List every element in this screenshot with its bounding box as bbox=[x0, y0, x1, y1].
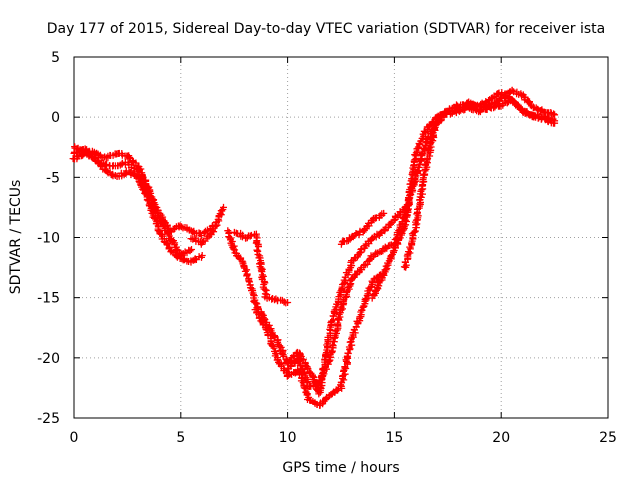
x-tick-label: 20 bbox=[492, 430, 510, 446]
y-tick-label: 5 bbox=[51, 50, 60, 66]
series-track-7 bbox=[251, 270, 388, 409]
data-points bbox=[187, 203, 227, 248]
x-tick-label: 15 bbox=[385, 430, 403, 446]
x-tick-label: 0 bbox=[70, 430, 79, 446]
y-tick-label: -15 bbox=[37, 291, 60, 307]
data-points bbox=[337, 209, 388, 248]
series-track-9 bbox=[368, 86, 559, 302]
series-track-3 bbox=[71, 143, 195, 260]
x-axis-title: GPS time / hours bbox=[282, 460, 399, 476]
series-track-4 bbox=[187, 203, 227, 248]
y-tick-label: -25 bbox=[37, 411, 60, 427]
y-tick-label: -5 bbox=[46, 170, 60, 186]
y-tick-label: -20 bbox=[37, 351, 60, 367]
data-points bbox=[71, 143, 195, 260]
x-tick-label: 10 bbox=[279, 430, 297, 446]
series-track-10 bbox=[400, 96, 559, 271]
data-marks bbox=[69, 86, 559, 409]
tick-labels: 0 5 10 15 20 25 5 0 -5 -10 -15 -20 -25 bbox=[37, 50, 617, 446]
x-tick-label: 5 bbox=[176, 430, 185, 446]
data-points bbox=[368, 86, 559, 302]
data-points bbox=[400, 96, 559, 271]
y-tick-label: -10 bbox=[37, 231, 60, 247]
plot-frame bbox=[73, 56, 609, 419]
y-axis-title: SDTVAR / TECUs bbox=[8, 180, 24, 295]
y-tick-label: 0 bbox=[51, 110, 60, 126]
series-track-11 bbox=[337, 209, 388, 248]
x-tick-label: 25 bbox=[599, 430, 617, 446]
series-track-5 bbox=[230, 228, 292, 307]
data-points bbox=[251, 270, 388, 409]
chart-title: Day 177 of 2015, Sidereal Day-to-day VTE… bbox=[47, 21, 605, 37]
data-points bbox=[230, 228, 292, 307]
